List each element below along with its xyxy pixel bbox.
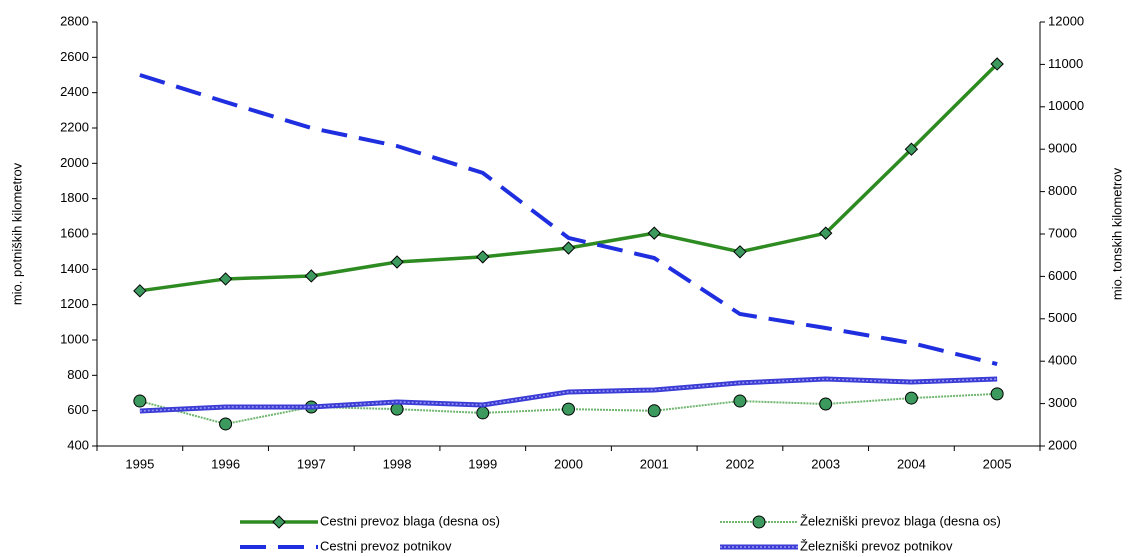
legend-label: Cestni prevoz potnikov	[320, 538, 452, 553]
y-tick-label: 800	[67, 367, 89, 382]
point	[990, 57, 1004, 71]
y2-tick-label: 5000	[1048, 310, 1077, 325]
x-tick-label: 1999	[468, 456, 497, 471]
point	[647, 226, 661, 240]
point	[733, 394, 747, 408]
legend-marker	[272, 515, 286, 529]
y-tick-label: 2200	[60, 119, 89, 134]
point	[133, 284, 147, 298]
point	[904, 142, 919, 156]
point	[390, 255, 404, 269]
y2-tick-label: 9000	[1048, 141, 1077, 156]
series-line	[139, 73, 998, 366]
y2-tick-label: 12000	[1048, 13, 1084, 28]
legend-marker	[752, 515, 766, 529]
y-tick-label: 600	[67, 402, 89, 417]
y2-tick-label: 3000	[1048, 395, 1077, 410]
y2-tick-label: 4000	[1048, 353, 1077, 368]
point	[390, 402, 404, 416]
x-tick-label: 1997	[297, 456, 326, 471]
point	[476, 406, 490, 420]
point	[561, 241, 576, 255]
x-tick-label: 1996	[211, 456, 240, 471]
y-tick-label: 1000	[60, 331, 89, 346]
y-tick-label: 2800	[60, 13, 89, 28]
point	[304, 269, 319, 283]
point	[904, 391, 918, 405]
y-tick-label: 2600	[60, 49, 89, 64]
y-tick-label: 2400	[60, 84, 89, 99]
y2-tick-label: 7000	[1048, 225, 1077, 240]
point	[133, 394, 147, 408]
y-tick-label: 400	[67, 437, 89, 452]
point	[818, 226, 833, 240]
y2-tick-label: 2000	[1048, 437, 1077, 452]
y2-tick-label: 11000	[1048, 56, 1083, 71]
point	[219, 417, 233, 431]
series-line-inner	[139, 378, 998, 412]
x-tick-label: 1998	[383, 456, 412, 471]
y2-axis-label: mio. tonskih kilometrov	[1109, 167, 1124, 300]
y-tick-label: 1600	[60, 225, 89, 240]
y-tick-label: 1400	[60, 261, 89, 276]
y-axis-label: mio. potniških kilometrov	[9, 162, 24, 305]
x-tick-label: 2004	[897, 456, 926, 471]
point	[819, 397, 833, 411]
legend-label: Cestni prevoz blaga (desna os)	[320, 513, 500, 528]
y-tick-label: 2000	[60, 155, 89, 170]
legend-label: Železniški prevoz potnikov	[800, 538, 953, 553]
y2-tick-label: 6000	[1048, 268, 1077, 283]
point	[647, 404, 661, 418]
x-tick-label: 2000	[554, 456, 583, 471]
point	[562, 402, 575, 416]
point	[218, 272, 233, 286]
y-tick-label: 1200	[60, 296, 89, 311]
point	[990, 387, 1004, 401]
legend-label: Železniški prevoz blaga (desna os)	[800, 513, 1001, 528]
x-tick-label: 2001	[640, 456, 669, 471]
y-tick-label: 1800	[60, 190, 89, 205]
y2-tick-label: 8000	[1048, 183, 1077, 198]
x-tick-label: 1995	[125, 456, 154, 471]
series-line	[139, 62, 999, 293]
x-tick-label: 2005	[983, 456, 1012, 471]
y2-tick-label: 10000	[1048, 98, 1084, 113]
point	[733, 245, 747, 259]
point	[476, 250, 490, 264]
x-tick-label: 2002	[725, 456, 754, 471]
x-tick-label: 2003	[811, 456, 840, 471]
